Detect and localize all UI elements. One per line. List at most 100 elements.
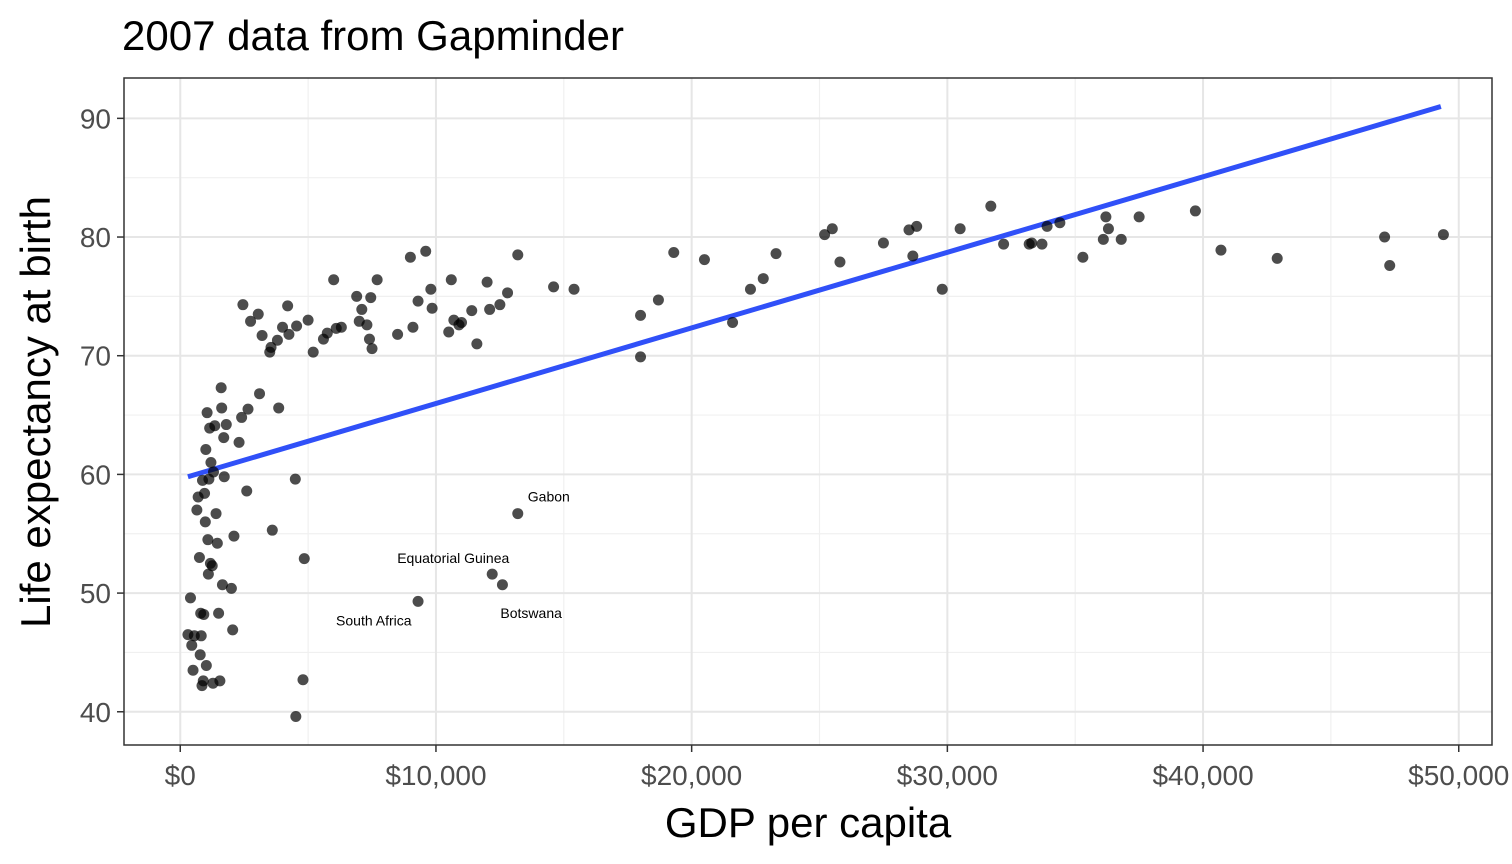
data-point: [371, 274, 383, 286]
data-point: [282, 300, 294, 312]
x-tick-label: $20,000: [641, 760, 742, 791]
data-point: [254, 388, 266, 400]
data-point: [834, 256, 846, 268]
data-point: [187, 664, 199, 676]
data-point: [218, 432, 230, 444]
data-point: [727, 316, 739, 328]
data-point: [194, 649, 206, 661]
data-point: [471, 338, 483, 350]
data-point: [936, 283, 948, 295]
data-point: [265, 341, 277, 353]
data-point: [911, 220, 923, 232]
data-point: [652, 294, 664, 306]
data-point: [445, 274, 457, 286]
data-point: [205, 457, 217, 469]
data-point: [283, 328, 295, 340]
data-point: [819, 229, 831, 241]
data-point: [236, 411, 248, 423]
data-point: [363, 333, 375, 345]
data-point: [502, 287, 514, 299]
data-point: [201, 407, 213, 419]
data-point: [207, 466, 219, 478]
data-point: [392, 328, 404, 340]
data-point: [1102, 223, 1114, 235]
data-point: [256, 330, 268, 342]
data-point: [198, 608, 210, 620]
data-point: [412, 595, 424, 607]
data-point: [1189, 205, 1201, 217]
plot-border: [123, 77, 1493, 746]
data-point: [199, 516, 211, 528]
data-point: [420, 245, 432, 257]
data-points: [182, 200, 1449, 723]
data-point: [289, 473, 301, 485]
data-point: [191, 504, 203, 516]
data-point: [199, 487, 211, 499]
data-point: [1384, 260, 1396, 272]
data-point: [635, 351, 647, 363]
data-point: [481, 276, 493, 288]
data-point: [220, 419, 232, 431]
data-point: [826, 223, 838, 235]
data-point: [1115, 233, 1127, 245]
data-point: [227, 624, 239, 636]
data-point: [291, 320, 303, 332]
data-point: [206, 560, 218, 572]
data-point: [466, 305, 478, 317]
data-point: [228, 530, 240, 542]
data-point: [512, 508, 524, 520]
data-point: [698, 254, 710, 266]
data-point: [215, 382, 227, 394]
data-point: [210, 508, 222, 520]
annotation-label: Botswana: [500, 605, 562, 621]
data-point: [1100, 211, 1112, 223]
trend-line: [187, 104, 1442, 480]
data-point: [366, 343, 378, 355]
data-point: [218, 471, 230, 483]
data-point: [225, 582, 237, 594]
data-point: [548, 281, 560, 293]
data-point: [321, 327, 333, 339]
data-point: [266, 524, 278, 536]
data-point: [216, 402, 228, 414]
data-point: [252, 308, 264, 320]
data-point: [233, 436, 245, 448]
trend-line-group: [187, 104, 1442, 480]
annotation-label: South Africa: [336, 612, 412, 628]
data-point: [1271, 252, 1283, 264]
data-point: [214, 675, 226, 687]
data-point: [425, 283, 437, 295]
data-point: [907, 250, 919, 262]
data-point: [202, 568, 214, 580]
y-tick-label: 70: [80, 341, 111, 372]
point-annotations: Gabon Equatorial Guinea Botswana South Afri…: [336, 489, 570, 629]
y-axis-title: Life expectancy at birth: [12, 196, 59, 628]
x-tick-label: $0: [165, 760, 196, 791]
data-point: [443, 326, 455, 338]
data-point: [241, 485, 253, 497]
y-tick-label: 40: [80, 697, 111, 728]
data-point: [770, 248, 782, 260]
data-point: [1097, 233, 1109, 245]
data-point: [568, 283, 580, 295]
data-point: [200, 443, 212, 455]
data-point: [426, 302, 438, 314]
y-tick-label: 60: [80, 459, 111, 490]
data-point: [757, 273, 769, 285]
data-point: [496, 579, 508, 591]
data-point: [1041, 220, 1053, 232]
data-point: [954, 223, 966, 235]
data-point: [186, 639, 198, 651]
data-point: [356, 303, 368, 315]
y-tick-label: 80: [80, 222, 111, 253]
data-point: [277, 321, 289, 333]
data-point: [1054, 217, 1066, 229]
x-tick-label: $10,000: [385, 760, 486, 791]
chart-title: 2007 data from Gapminder: [122, 12, 624, 59]
data-point: [245, 315, 257, 327]
data-point: [486, 568, 498, 580]
data-point: [365, 292, 377, 304]
data-point: [744, 283, 756, 295]
x-tick-label: $30,000: [897, 760, 998, 791]
